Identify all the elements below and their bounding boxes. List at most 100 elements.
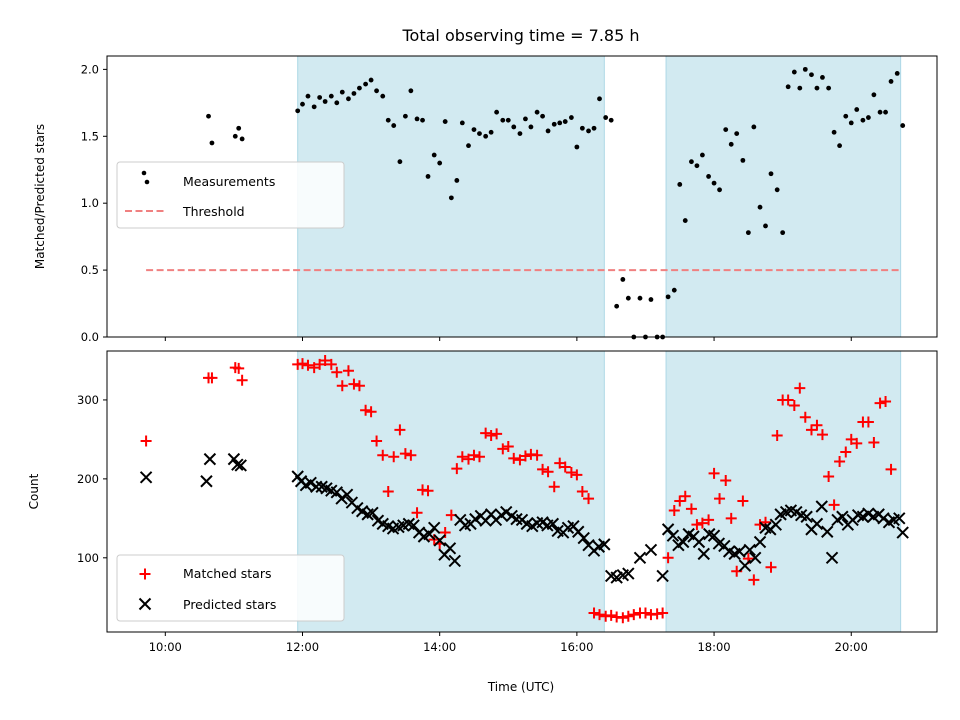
predicted-star-point (234, 459, 247, 472)
matched-star-point (622, 610, 634, 622)
observing-window (297, 350, 605, 633)
matched-star-point (371, 435, 383, 447)
measurement-point (351, 91, 357, 96)
matched-star-point (451, 463, 463, 475)
legend-matched-label: Matched stars (183, 566, 271, 581)
measurement-point (494, 109, 500, 115)
measurement-point (689, 159, 694, 165)
observing-window (665, 55, 902, 338)
matched-star-point (233, 362, 245, 374)
measurement-point (791, 69, 797, 75)
matched-star-point (662, 552, 674, 564)
measurement-point (517, 131, 523, 137)
predicted-star-point (753, 535, 767, 549)
predicted-star-point (200, 475, 213, 488)
matched-star-point (559, 461, 571, 473)
measurement-point (568, 115, 574, 120)
measurement-point (206, 113, 211, 119)
matched-star-point (880, 396, 892, 408)
matched-star-point (737, 495, 749, 507)
measurement-point (780, 230, 786, 236)
predicted-star-point (707, 529, 721, 542)
measurement-point (357, 85, 362, 91)
matched-star-point (548, 481, 560, 493)
matched-star-point (823, 471, 835, 483)
legend-box-top (116, 161, 345, 229)
measurement-point (706, 174, 711, 179)
matched-star-point (782, 394, 794, 406)
matched-star-point (565, 467, 577, 479)
matched-star-point (674, 495, 686, 507)
measurement-point (608, 117, 614, 123)
measurement-point (380, 93, 386, 99)
matched-star-point (348, 378, 360, 390)
predicted-star-point (896, 526, 909, 539)
y-tick-label: 2.0 (81, 62, 99, 76)
measurement-point (483, 133, 489, 139)
matched-star-point (331, 366, 343, 378)
matched-star-point (468, 449, 480, 461)
predicted-star-point (448, 554, 461, 568)
predicted-star-point (546, 517, 560, 531)
measurement-point (774, 187, 780, 193)
matched-star-point (605, 609, 617, 621)
x-tick-label: 20:00 (835, 640, 868, 654)
measurement-point (414, 116, 420, 122)
predicted-star-point (310, 480, 323, 493)
y-tick-label: 200 (77, 472, 99, 486)
predicted-star-point (738, 559, 752, 572)
matched-star-point (657, 607, 669, 619)
matched-star-point (868, 437, 880, 449)
matched-star-point (679, 490, 691, 502)
predicted-star-point (644, 543, 658, 557)
measurement-point (848, 120, 854, 126)
measurement-point (809, 72, 814, 78)
x-tick-label: 16:00 (560, 640, 593, 654)
matched-star-point (594, 609, 606, 621)
predicted-star-point (433, 534, 446, 547)
axes-frame-bottom (106, 350, 938, 633)
matched-star-point (497, 443, 509, 455)
measurement-point (740, 157, 746, 163)
measurement-point (843, 113, 849, 119)
measurement-point (466, 143, 471, 149)
measurement-point (322, 99, 328, 104)
predicted-star-point (821, 525, 834, 538)
measurement-point (871, 92, 877, 98)
matched-star-point (422, 485, 434, 497)
predicted-star-point (769, 518, 783, 531)
predicted-star-point (139, 471, 153, 484)
matched-star-point (319, 354, 331, 366)
predicted-star-point (423, 527, 436, 541)
y-tick-label: 0.5 (81, 263, 99, 277)
matched-star-point (576, 486, 588, 497)
measurement-point (328, 93, 334, 99)
matched-star-point (708, 467, 720, 479)
y-tick-label: 300 (77, 393, 99, 407)
measurement-point (728, 141, 734, 147)
measurement-point (614, 303, 620, 309)
predicted-star-point (407, 519, 420, 532)
measurement-point (477, 131, 482, 137)
measurement-point (209, 140, 215, 146)
matched-star-point (691, 519, 703, 531)
measurement-point (511, 124, 517, 130)
legend-predicted-label: Predicted stars (183, 597, 276, 612)
matched-star-point (399, 448, 411, 460)
matched-star-point (140, 435, 152, 447)
predicted-star-point (340, 488, 354, 501)
measurement-point (454, 178, 460, 183)
predicted-star-point (304, 476, 317, 490)
x-tick-label: 14:00 (423, 640, 456, 654)
axes-frame-top (106, 55, 938, 338)
measurement-point (866, 115, 871, 120)
y-axis-label-top: Matched/Predicted stars (33, 124, 47, 269)
matched-star-point (388, 451, 400, 463)
measurement-point (837, 143, 842, 149)
measurement-point (665, 294, 671, 300)
matched-star-point (703, 514, 715, 526)
measurement-point (785, 84, 791, 90)
matched-star-point (411, 507, 423, 519)
matched-star-point (799, 411, 811, 423)
y-axis-ticks-bottom: 100 200 300 (77, 393, 107, 565)
